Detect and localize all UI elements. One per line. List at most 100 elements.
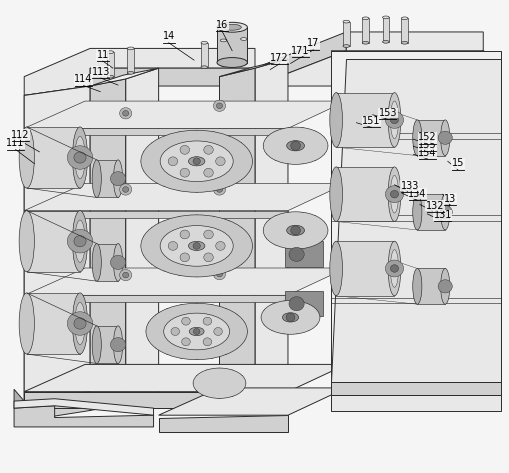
Text: 113: 113 (92, 67, 110, 77)
Ellipse shape (329, 241, 342, 296)
Polygon shape (261, 301, 319, 334)
Polygon shape (90, 68, 158, 86)
Ellipse shape (286, 140, 304, 151)
Circle shape (213, 100, 225, 112)
Circle shape (385, 186, 403, 202)
Text: 151: 151 (362, 116, 380, 126)
Text: 155: 155 (417, 140, 436, 149)
Ellipse shape (240, 62, 247, 65)
Polygon shape (24, 210, 288, 218)
Polygon shape (14, 406, 153, 427)
Polygon shape (90, 79, 125, 411)
Polygon shape (24, 392, 90, 421)
Circle shape (168, 157, 177, 166)
Text: 16: 16 (215, 19, 228, 30)
Ellipse shape (75, 136, 85, 179)
Circle shape (203, 338, 211, 346)
Circle shape (122, 187, 128, 193)
Polygon shape (416, 269, 444, 304)
Ellipse shape (127, 47, 134, 50)
Circle shape (67, 229, 93, 253)
Polygon shape (125, 68, 158, 403)
Polygon shape (90, 32, 346, 86)
Ellipse shape (72, 210, 88, 272)
Ellipse shape (75, 220, 85, 263)
Circle shape (204, 230, 213, 239)
Text: 11: 11 (97, 50, 109, 60)
Polygon shape (97, 326, 118, 363)
Circle shape (437, 280, 451, 293)
Ellipse shape (343, 20, 349, 23)
Ellipse shape (282, 313, 298, 322)
Ellipse shape (220, 39, 227, 42)
Polygon shape (216, 27, 247, 62)
Ellipse shape (75, 302, 85, 345)
Circle shape (67, 312, 93, 335)
Circle shape (216, 187, 222, 193)
Text: 14: 14 (162, 31, 175, 41)
Ellipse shape (361, 17, 368, 20)
Polygon shape (14, 389, 24, 421)
Circle shape (180, 145, 189, 154)
Polygon shape (24, 48, 254, 96)
Ellipse shape (201, 66, 207, 69)
Circle shape (192, 158, 200, 165)
Ellipse shape (160, 226, 233, 266)
Text: 134: 134 (407, 189, 426, 199)
Polygon shape (330, 382, 500, 395)
Ellipse shape (390, 250, 398, 287)
Ellipse shape (163, 313, 229, 350)
Circle shape (110, 255, 125, 270)
Ellipse shape (72, 293, 88, 354)
Polygon shape (97, 244, 118, 281)
Polygon shape (330, 51, 500, 59)
Text: 171: 171 (291, 46, 309, 56)
Ellipse shape (189, 327, 204, 336)
Ellipse shape (329, 167, 342, 221)
Circle shape (437, 131, 451, 144)
Circle shape (181, 317, 190, 325)
Polygon shape (219, 68, 254, 405)
Circle shape (122, 111, 128, 116)
Circle shape (74, 318, 86, 329)
Circle shape (215, 242, 224, 250)
Text: 154: 154 (417, 148, 436, 158)
Polygon shape (140, 215, 252, 277)
Polygon shape (220, 40, 227, 65)
Circle shape (204, 168, 213, 177)
Circle shape (290, 141, 300, 150)
Polygon shape (382, 18, 388, 42)
Polygon shape (24, 101, 346, 128)
Text: 112: 112 (11, 130, 30, 140)
Circle shape (119, 108, 131, 119)
Polygon shape (335, 167, 394, 221)
Polygon shape (24, 184, 346, 210)
Ellipse shape (107, 51, 114, 53)
Polygon shape (254, 59, 288, 396)
Text: 13: 13 (443, 193, 456, 203)
Text: 114: 114 (74, 74, 93, 84)
Polygon shape (335, 241, 394, 296)
Circle shape (289, 297, 303, 311)
Ellipse shape (390, 101, 398, 139)
Ellipse shape (343, 44, 349, 47)
Text: 111: 111 (7, 138, 25, 148)
Polygon shape (193, 368, 245, 398)
Ellipse shape (92, 244, 101, 281)
Polygon shape (240, 39, 247, 63)
Ellipse shape (222, 24, 241, 30)
Polygon shape (416, 120, 444, 156)
Ellipse shape (216, 58, 247, 68)
Polygon shape (343, 22, 349, 46)
Polygon shape (201, 43, 207, 67)
Polygon shape (97, 160, 118, 197)
Ellipse shape (401, 42, 407, 44)
Polygon shape (330, 51, 500, 382)
Ellipse shape (193, 368, 245, 398)
Ellipse shape (412, 120, 421, 156)
Polygon shape (146, 303, 247, 359)
Circle shape (390, 265, 398, 272)
Circle shape (180, 230, 189, 239)
Polygon shape (24, 86, 90, 418)
Circle shape (390, 191, 398, 198)
